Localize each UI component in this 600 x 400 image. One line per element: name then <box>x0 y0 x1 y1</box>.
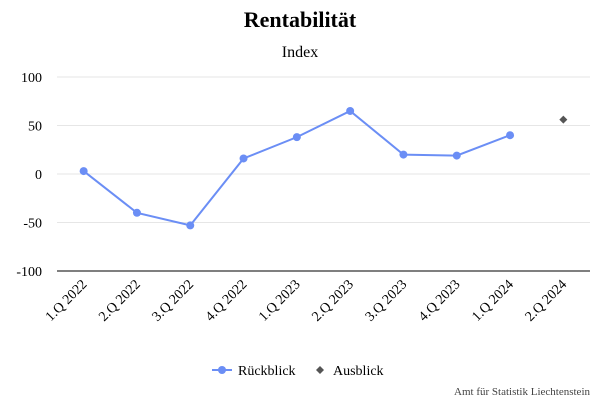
data-point-rueckblick[interactable] <box>132 208 141 217</box>
data-point-rueckblick[interactable] <box>186 221 195 230</box>
series-layer <box>79 106 568 230</box>
x-tick-label: 2.Q 2023 <box>310 277 357 324</box>
legend-item-rueckblick[interactable]: Rückblick <box>212 364 296 379</box>
y-tick-label: 0 <box>35 168 42 183</box>
data-point-ausblick[interactable] <box>559 115 568 124</box>
x-tick-label: 2.Q 2022 <box>96 277 143 324</box>
series-line-rueckblick <box>83 109 511 227</box>
legend-marker-ausblick <box>316 366 324 374</box>
chart-credit: Amt für Statistik Liechtenstein <box>454 386 590 398</box>
x-tick-label: 1.Q 2022 <box>43 277 90 324</box>
y-tick-label: -50 <box>23 217 42 232</box>
x-tick-label: 4.Q 2022 <box>203 277 250 324</box>
grid-lines <box>57 76 590 272</box>
data-point-rueckblick[interactable] <box>79 167 88 176</box>
data-point-rueckblick[interactable] <box>399 150 408 159</box>
data-point-rueckblick[interactable] <box>239 154 248 163</box>
x-tick-label: 4.Q 2023 <box>416 277 463 324</box>
x-tick-label: 1.Q 2023 <box>256 277 303 324</box>
x-tick-label: 3.Q 2023 <box>363 277 410 324</box>
x-axis: 1.Q 2022 2.Q 2022 3.Q 2022 4.Q 2022 1.Q 2023… <box>43 277 570 324</box>
y-tick-label: -100 <box>16 265 42 280</box>
legend-label-rueckblick: Rückblick <box>238 364 296 379</box>
legend-label-ausblick: Ausblick <box>333 364 384 379</box>
legend-item-ausblick[interactable]: Ausblick <box>316 364 384 379</box>
data-point-rueckblick[interactable] <box>452 151 461 160</box>
x-tick-label: 2.Q 2024 <box>523 277 570 324</box>
data-point-rueckblick[interactable] <box>506 131 515 140</box>
x-tick-label: 1.Q 2024 <box>469 277 516 324</box>
chart-subtitle: Index <box>282 44 318 61</box>
data-point-rueckblick[interactable] <box>346 106 355 115</box>
x-tick-label: 3.Q 2022 <box>150 277 197 324</box>
legend: Rückblick Ausblick <box>212 364 384 379</box>
chart-title: Rentabilität <box>244 7 357 32</box>
legend-marker-rueckblick <box>218 366 226 374</box>
y-tick-label: 50 <box>28 120 42 135</box>
y-tick-label: 100 <box>21 71 42 86</box>
data-point-rueckblick[interactable] <box>292 133 301 142</box>
y-axis: 100 50 0 -50 -100 <box>16 71 42 280</box>
